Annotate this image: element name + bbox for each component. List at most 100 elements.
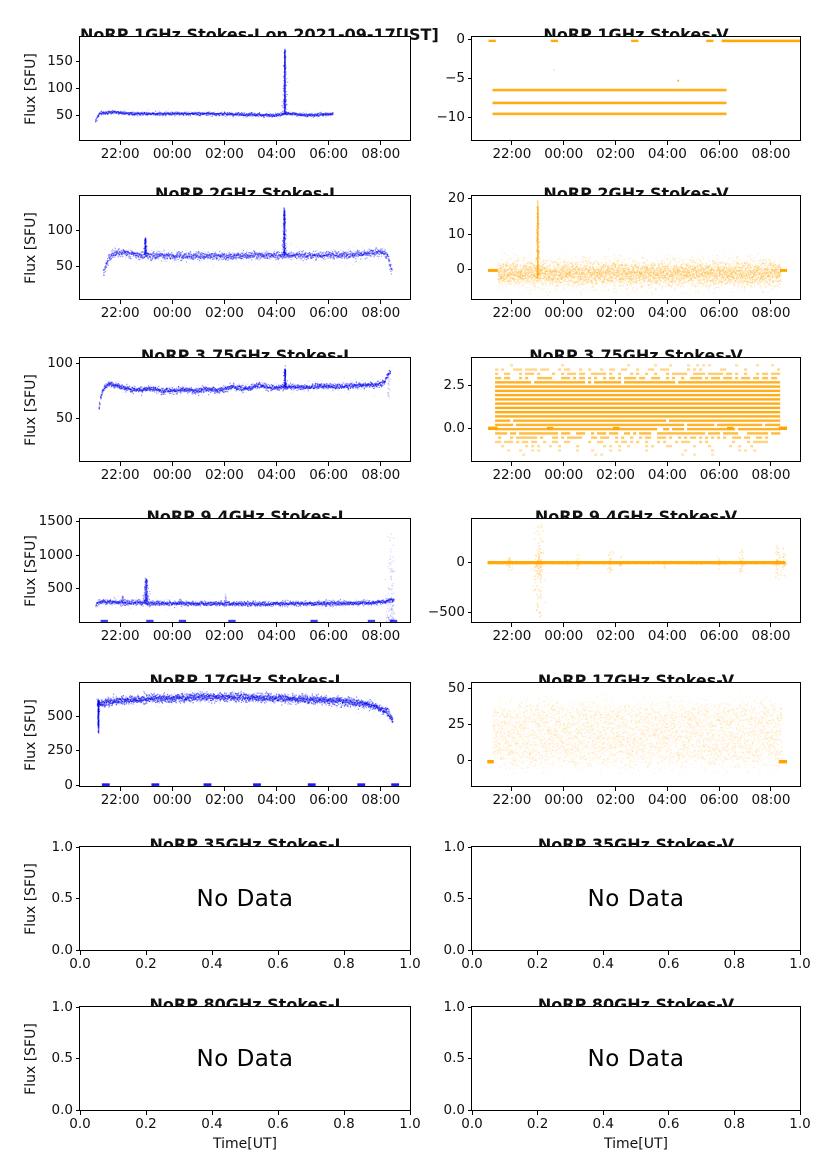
x-tick-label: 00:00 — [152, 792, 192, 808]
x-tick-mark — [211, 951, 213, 955]
scatter-data-canvas — [80, 37, 410, 140]
x-tick-mark — [276, 787, 278, 791]
x-tick-mark — [511, 623, 513, 627]
x-tick-label: 0.4 — [592, 1116, 614, 1132]
x-tick-label: 04:00 — [647, 792, 687, 808]
x-tick-label: 0.0 — [461, 1116, 483, 1132]
x-tick-label: 08:00 — [361, 792, 401, 808]
x-tick-mark — [511, 141, 513, 145]
y-tick-mark — [75, 587, 79, 589]
y-tick-label: 100 — [47, 222, 73, 239]
x-tick-label: 0.2 — [135, 1116, 157, 1132]
x-tick-label: 0.2 — [526, 1116, 549, 1132]
x-tick-mark — [770, 787, 772, 791]
plot-frame — [79, 1006, 411, 1111]
x-tick-label: 00:00 — [152, 146, 192, 162]
x-tick-label: 08:00 — [751, 792, 791, 808]
x-tick-label: 00:00 — [544, 628, 584, 644]
plot-title: NoRP 2GHz Stokes-I — [155, 184, 335, 203]
x-tick-label: 04:00 — [647, 467, 687, 483]
y-tick-mark — [75, 554, 79, 556]
x-tick-label: 22:00 — [100, 305, 140, 321]
x-tick-label: 04:00 — [257, 146, 296, 162]
x-tick-label: 0.0 — [69, 956, 91, 972]
x-tick-mark — [119, 300, 121, 304]
x-tick-mark — [276, 300, 278, 304]
y-tick-mark — [75, 784, 79, 786]
x-tick-label: 0.4 — [201, 1116, 223, 1132]
x-tick-mark — [511, 787, 513, 791]
x-tick-mark — [380, 462, 382, 466]
x-tick-label: 0.8 — [723, 1116, 746, 1132]
x-tick-label: 08:00 — [361, 628, 401, 644]
x-tick-label: 02:00 — [204, 467, 244, 483]
y-tick-label: 0.5 — [51, 890, 73, 906]
x-tick-label: 0.2 — [135, 956, 157, 972]
x-tick-mark — [615, 141, 617, 145]
x-tick-label: 02:00 — [596, 792, 635, 808]
y-tick-mark — [467, 949, 471, 951]
plot-title: NoRP 3.75GHz Stokes-I — [140, 346, 350, 365]
x-tick-label: 22:00 — [100, 792, 140, 808]
y-tick-mark — [75, 898, 79, 899]
x-tick-label: 08:00 — [361, 467, 401, 483]
y-tick-mark — [467, 233, 471, 235]
x-tick-label: 0.0 — [461, 956, 483, 972]
x-tick-label: 06:00 — [699, 628, 739, 644]
y-tick-mark — [75, 716, 79, 718]
y-tick-label: 0.5 — [443, 1050, 465, 1066]
plot-title: NoRP 80GHz Stokes-V — [537, 995, 735, 1014]
x-tick-label: 04:00 — [257, 628, 296, 644]
no-data-label: No Data — [587, 1045, 685, 1072]
x-tick-mark — [145, 1111, 147, 1115]
x-tick-label: 02:00 — [596, 305, 635, 321]
x-tick-label: 0.6 — [267, 956, 289, 972]
y-tick-label: 50 — [55, 409, 73, 426]
y-tick-label: 0.0 — [51, 1101, 73, 1118]
x-tick-mark — [718, 462, 720, 466]
x-tick-mark — [770, 623, 772, 627]
y-tick-label: 100 — [47, 355, 73, 372]
y-tick-mark — [467, 385, 471, 387]
y-tick-label: 0.0 — [51, 941, 73, 958]
plot-frame — [471, 195, 801, 300]
x-tick-label: 06:00 — [309, 305, 349, 321]
x-tick-label: 04:00 — [647, 305, 687, 321]
plot-title: NoRP 1GHz Stokes-V — [543, 25, 729, 44]
x-tick-mark — [223, 462, 225, 466]
y-tick-mark — [467, 1058, 471, 1059]
x-tick-mark — [79, 951, 81, 955]
x-tick-label: 00:00 — [152, 628, 192, 644]
x-tick-mark — [171, 623, 173, 627]
x-tick-mark — [119, 787, 121, 791]
x-tick-mark — [511, 300, 513, 304]
y-tick-mark — [75, 846, 79, 848]
y-tick-mark — [467, 116, 471, 118]
x-axis-label: Time[UT] — [604, 1136, 668, 1152]
plot-title: NoRP 9.4GHz Stokes-V — [534, 507, 738, 526]
x-tick-mark — [380, 300, 382, 304]
scatter-data-canvas — [472, 847, 800, 950]
x-tick-mark — [119, 623, 121, 627]
y-tick-mark — [75, 363, 79, 365]
x-tick-mark — [770, 141, 772, 145]
x-axis-label: Time[UT] — [213, 1136, 277, 1152]
x-tick-mark — [145, 951, 147, 955]
x-tick-label: 1.0 — [399, 1116, 421, 1132]
y-axis-label: Flux [SFU] — [23, 534, 39, 607]
x-tick-mark — [277, 1111, 279, 1115]
x-tick-mark — [668, 1111, 670, 1115]
x-tick-mark — [171, 462, 173, 466]
plot-title: NoRP 17GHz Stokes-I — [149, 671, 341, 690]
x-tick-mark — [343, 1111, 345, 1115]
y-tick-label: 50 — [55, 257, 73, 274]
x-tick-mark — [409, 1111, 411, 1115]
x-tick-mark — [511, 462, 513, 466]
x-tick-mark — [602, 951, 604, 955]
plot-frame — [471, 1006, 801, 1111]
x-tick-label: 22:00 — [492, 146, 532, 162]
x-tick-mark — [537, 951, 539, 955]
